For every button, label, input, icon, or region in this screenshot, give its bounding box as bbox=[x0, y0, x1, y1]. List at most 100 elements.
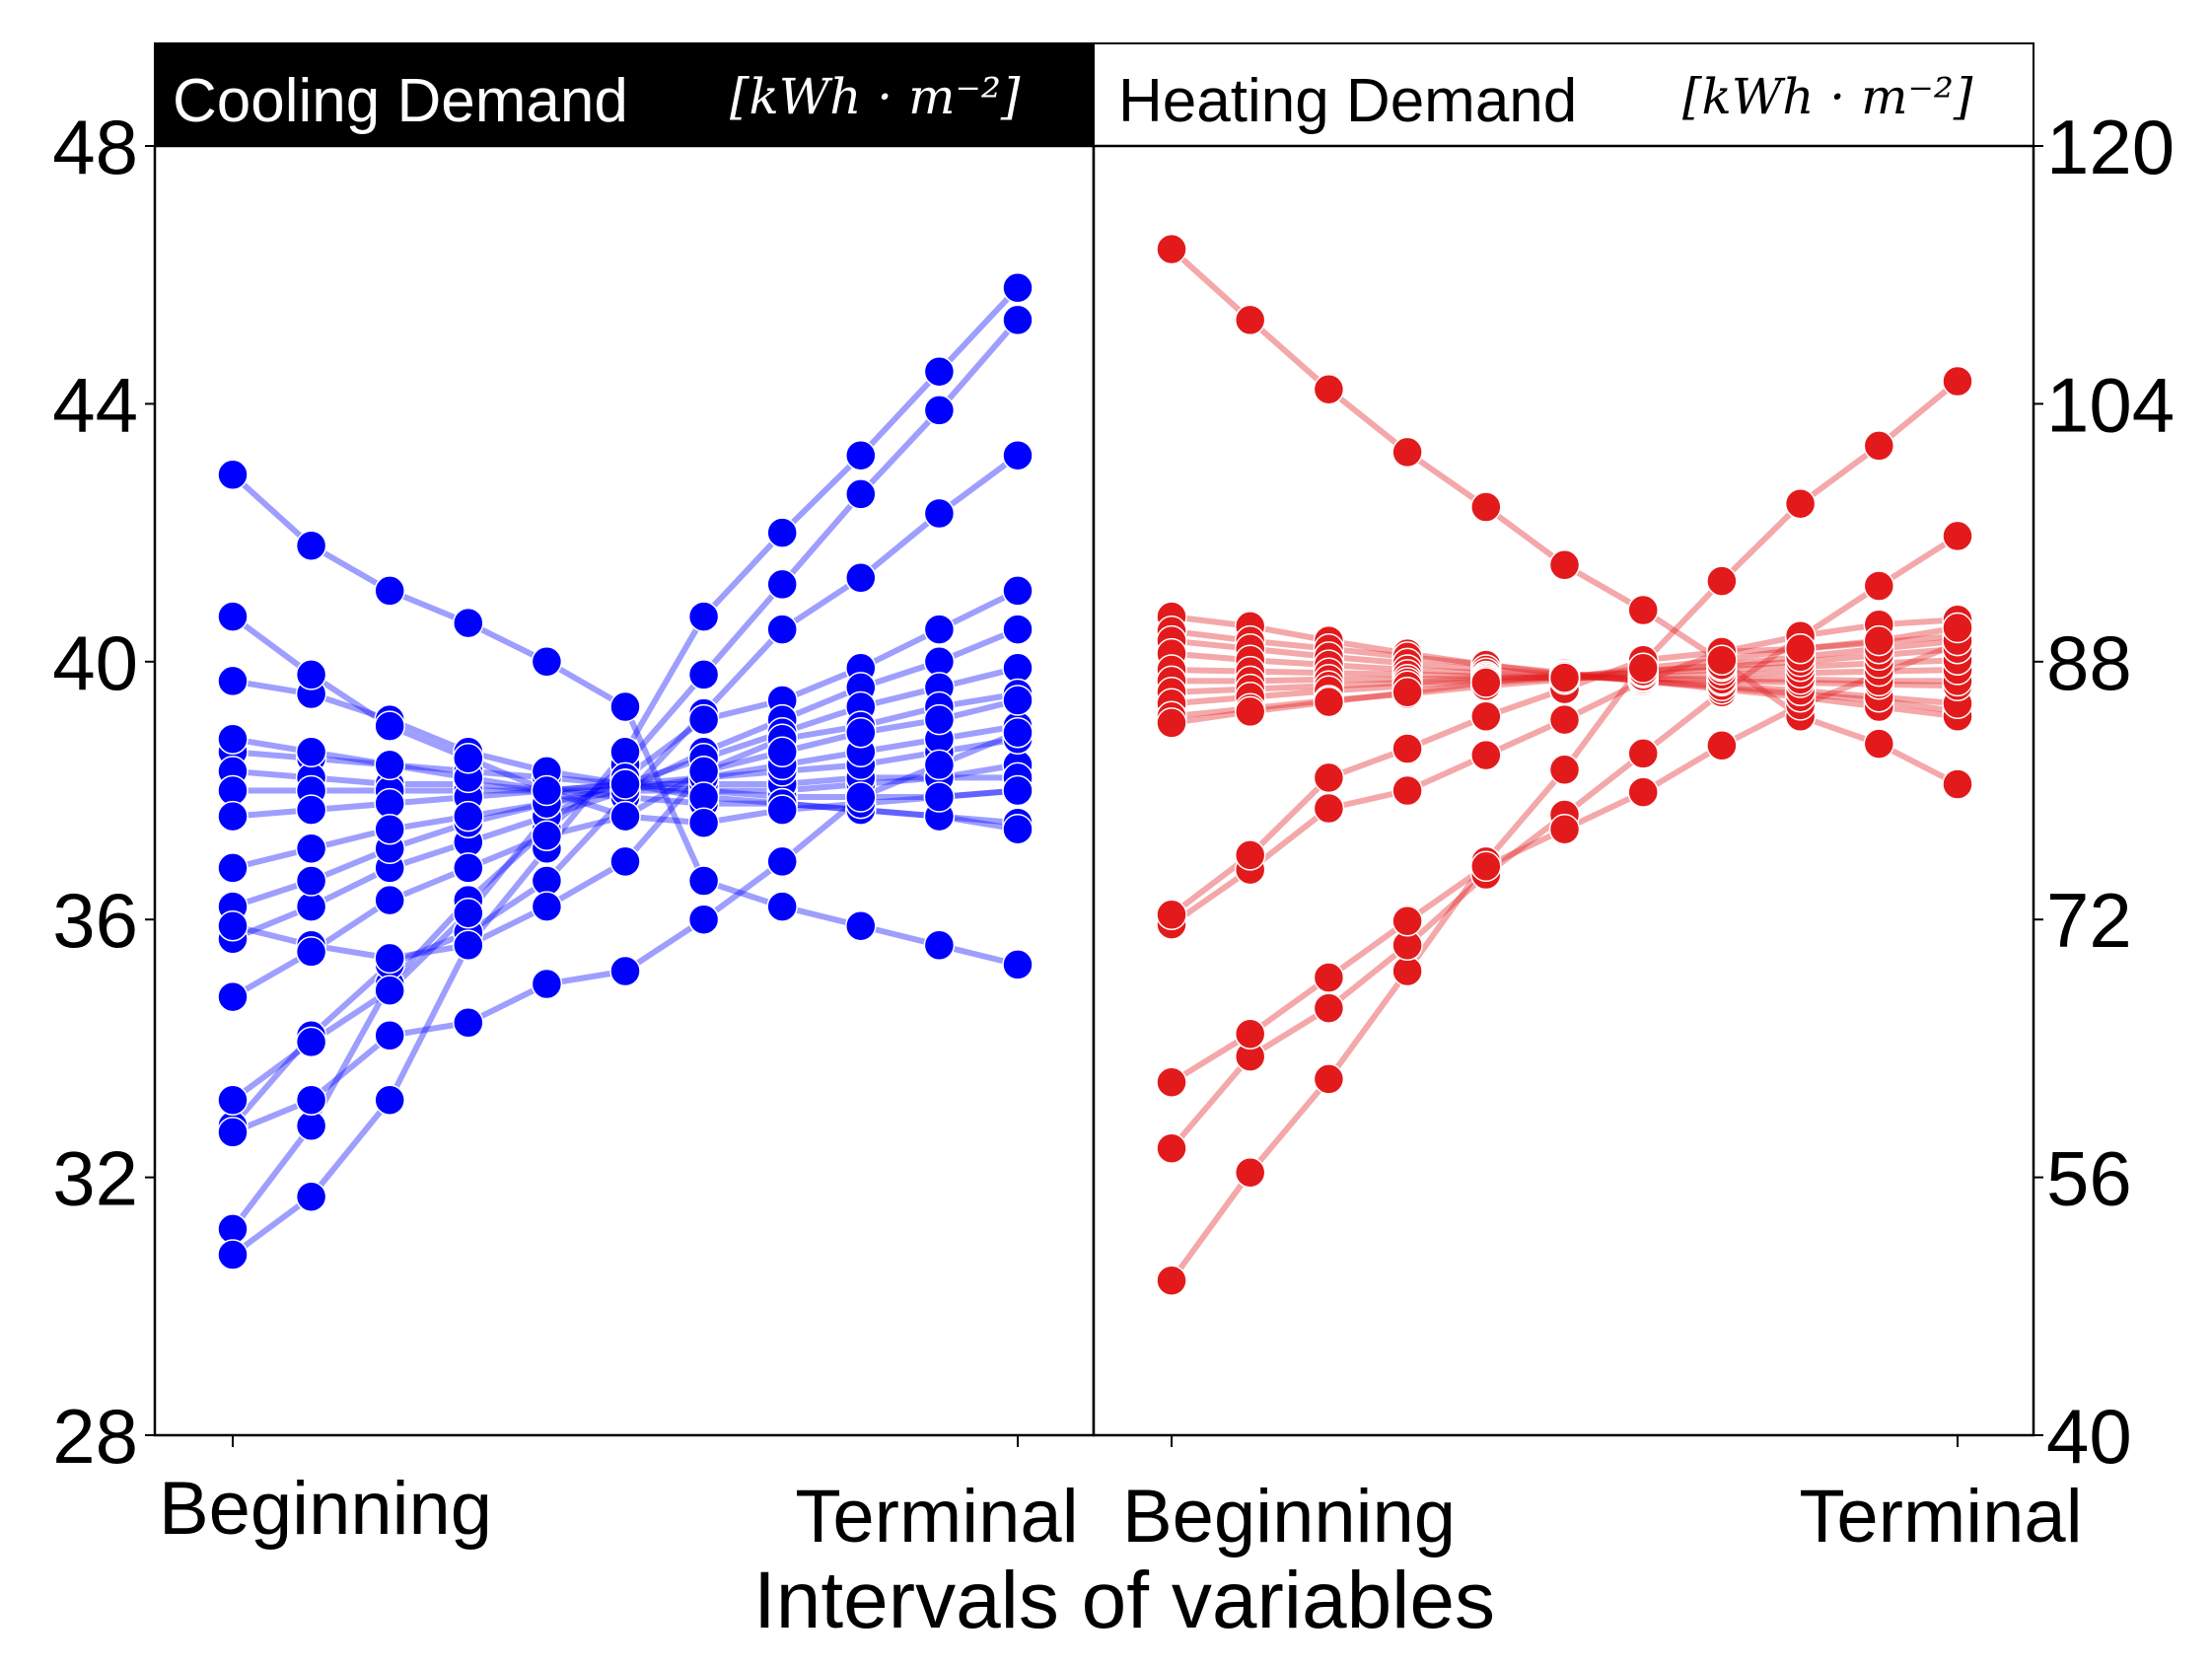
heating-ytick-label: 56 bbox=[2046, 1135, 2132, 1222]
cooling-point-v16-10 bbox=[1002, 774, 1034, 807]
heating-point-h5-2 bbox=[1313, 792, 1345, 825]
cooling-point-v16-0 bbox=[217, 601, 249, 632]
cooling-ytick-label: 44 bbox=[52, 361, 138, 448]
heating-title: Heating Demand bbox=[1118, 67, 1577, 135]
cooling-point-v4-10 bbox=[1002, 575, 1034, 607]
cooling-title: Cooling Demand bbox=[173, 67, 628, 135]
heating-point-h4-1 bbox=[1234, 1018, 1266, 1050]
cooling-point-v18-4 bbox=[531, 968, 563, 1000]
heating-point-h2-5 bbox=[1548, 754, 1581, 786]
cooling-point-v17-8 bbox=[845, 909, 877, 942]
cooling-point-v4-2 bbox=[374, 975, 405, 1006]
cooling-point-v18-5 bbox=[609, 955, 641, 987]
cooling-point-v4-0 bbox=[217, 1084, 249, 1116]
cooling-point-v18-10 bbox=[1002, 716, 1034, 749]
cooling-point-v2-7 bbox=[766, 517, 798, 548]
heating-point-h4-6 bbox=[1627, 776, 1659, 808]
cooling-point-v4-3 bbox=[453, 897, 484, 929]
cooling-point-v14-2 bbox=[374, 884, 405, 916]
cooling-point-v18-7 bbox=[766, 845, 798, 878]
cooling-point-v14-10 bbox=[1002, 685, 1034, 716]
heating-point-h16-1 bbox=[1234, 695, 1266, 728]
heating-point-h1-2 bbox=[1313, 373, 1345, 405]
cooling-point-v13-3 bbox=[453, 800, 484, 833]
cooling-point-v12-2 bbox=[374, 749, 405, 781]
cooling-point-v11-1 bbox=[295, 794, 327, 826]
cooling-point-v17-10 bbox=[1002, 949, 1034, 980]
heating-point-h16-0 bbox=[1156, 707, 1187, 739]
heating-point-h16-6 bbox=[1627, 652, 1659, 685]
heating-point-h4-2 bbox=[1313, 962, 1345, 993]
cooling-point-v4-1 bbox=[295, 1026, 327, 1058]
cooling-point-v14-9 bbox=[923, 703, 956, 736]
heating-point-h3-0 bbox=[1156, 1132, 1187, 1164]
cooling-point-v2-0 bbox=[217, 1239, 249, 1270]
heating-point-h6-4 bbox=[1470, 700, 1502, 733]
cooling-point-v13-0 bbox=[217, 852, 249, 884]
cooling-panel: Cooling Demand [kWh · m⁻²] 283236404448 … bbox=[52, 42, 1096, 1559]
cooling-point-v1-6 bbox=[687, 659, 720, 690]
cooling-point-v17-7 bbox=[766, 891, 798, 922]
heating-point-h6-2 bbox=[1313, 761, 1345, 794]
heating-point-h6-1 bbox=[1234, 839, 1266, 871]
cooling-point-v1-8 bbox=[845, 478, 877, 510]
cooling-point-v18-2 bbox=[374, 1020, 405, 1052]
heating-point-h1-9 bbox=[1863, 728, 1895, 760]
heating-xtick-beginning: Beginning bbox=[1122, 1475, 1456, 1559]
cooling-xtick-beginning: Beginning bbox=[159, 1467, 492, 1551]
cooling-point-v16-5 bbox=[609, 800, 641, 833]
heating-point-h2-7 bbox=[1706, 565, 1738, 597]
heating-point-h16-2 bbox=[1313, 686, 1345, 718]
cooling-point-v18-6 bbox=[687, 904, 720, 935]
heating-title-unit: [kWh · m⁻²] bbox=[1682, 68, 1973, 125]
heating-ytick-label: 88 bbox=[2046, 619, 2132, 706]
cooling-point-v2-6 bbox=[687, 601, 720, 632]
cooling-point-v18-3 bbox=[453, 1007, 484, 1039]
cooling-y-ticks: 28 32 36 40 44 48 bbox=[52, 104, 155, 1480]
heating-point-h4-0 bbox=[1156, 1066, 1187, 1098]
cooling-point-v17-5 bbox=[609, 690, 641, 723]
cooling-point-v16-7 bbox=[766, 794, 798, 826]
cooling-point-v16-2 bbox=[374, 710, 405, 742]
cooling-point-v14-0 bbox=[217, 980, 249, 1013]
cooling-point-v14-1 bbox=[295, 936, 327, 968]
heating-ytick-label: 40 bbox=[2046, 1393, 2132, 1480]
cooling-point-v13-2 bbox=[374, 813, 405, 845]
cooling-point-v5-10 bbox=[1002, 614, 1034, 645]
heating-point-h5-3 bbox=[1391, 774, 1423, 807]
cooling-point-v7-2 bbox=[374, 942, 405, 975]
heating-xtick-terminal: Terminal bbox=[1799, 1475, 2082, 1559]
cooling-point-v13-1 bbox=[295, 833, 327, 865]
heating-point-h6-0 bbox=[1156, 899, 1187, 931]
heating-point-h1-3 bbox=[1391, 436, 1423, 469]
heating-point-h16-9 bbox=[1863, 624, 1895, 657]
heating-point-h2-10 bbox=[1942, 365, 1973, 398]
heating-series bbox=[1156, 233, 1973, 1296]
cooling-point-v14-7 bbox=[766, 736, 798, 768]
cooling-point-v7-4 bbox=[531, 891, 563, 922]
cooling-point-v4-6 bbox=[687, 703, 720, 736]
heating-point-h16-8 bbox=[1784, 632, 1817, 665]
heating-point-h3-6 bbox=[1627, 738, 1659, 769]
cooling-point-v18-0 bbox=[217, 1117, 249, 1148]
cooling-ytick-label: 28 bbox=[52, 1393, 138, 1480]
cooling-x-ticks bbox=[232, 1435, 1019, 1447]
heating-point-h1-4 bbox=[1470, 491, 1502, 523]
cooling-point-v1-10 bbox=[1002, 304, 1034, 336]
cooling-point-v16-1 bbox=[295, 659, 327, 690]
heating-point-h2-1 bbox=[1234, 1156, 1266, 1189]
cooling-point-v18-9 bbox=[923, 749, 956, 781]
cooling-series bbox=[217, 272, 1034, 1270]
heating-point-h4-5 bbox=[1548, 813, 1581, 845]
cooling-point-v17-4 bbox=[531, 646, 563, 678]
cooling-point-v15-5 bbox=[609, 768, 641, 800]
cooling-point-v11-0 bbox=[217, 800, 249, 833]
heating-point-h2-2 bbox=[1313, 1063, 1345, 1095]
heating-point-h6-3 bbox=[1391, 733, 1423, 764]
cooling-point-v16-9 bbox=[923, 781, 956, 813]
heating-point-h16-4 bbox=[1470, 667, 1502, 698]
cooling-point-v16-4 bbox=[531, 774, 563, 807]
cooling-ytick-label: 36 bbox=[52, 877, 138, 964]
cooling-point-v3-7 bbox=[766, 614, 798, 645]
